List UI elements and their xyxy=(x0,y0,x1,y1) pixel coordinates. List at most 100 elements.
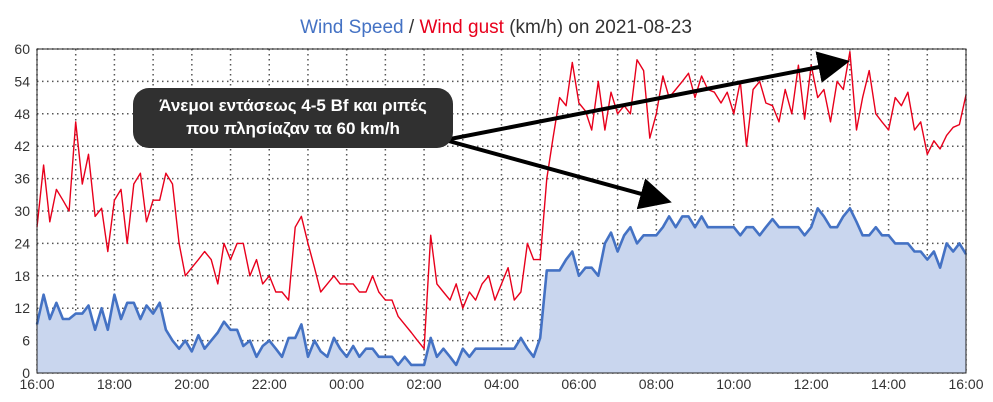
wind-gust-point xyxy=(307,242,309,244)
wind-speed-point xyxy=(926,259,928,261)
wind-gust-point xyxy=(223,242,225,244)
wind-gust-point xyxy=(384,299,386,301)
wind-speed-point xyxy=(681,215,683,217)
wind-speed-point xyxy=(159,302,161,304)
wind-speed-point xyxy=(597,275,599,277)
wind-speed-point xyxy=(752,226,754,228)
wind-speed-point xyxy=(217,331,219,334)
wind-gust-point xyxy=(255,259,257,261)
wind-gust-point xyxy=(300,215,302,217)
wind-speed-point xyxy=(759,234,761,236)
wind-speed-point xyxy=(339,348,341,350)
wind-speed-point xyxy=(500,348,503,350)
y-tick-label: 6 xyxy=(22,333,30,349)
wind-speed-point xyxy=(139,318,141,320)
wind-gust-point xyxy=(87,153,89,155)
wind-speed-point xyxy=(842,215,844,217)
wind-speed-point xyxy=(333,337,335,339)
wind-speed-point xyxy=(62,318,64,320)
wind-speed-point xyxy=(817,207,819,209)
wind-speed-point xyxy=(494,348,496,350)
wind-speed-point xyxy=(133,302,135,304)
wind-gust-point xyxy=(94,215,96,217)
wind-gust-point xyxy=(733,113,735,115)
wind-speed-point xyxy=(300,323,302,325)
wind-gust-point xyxy=(352,283,354,285)
wind-speed-point xyxy=(197,334,200,336)
wind-gust-point xyxy=(501,283,502,285)
wind-speed-point xyxy=(952,250,954,253)
wind-speed-point xyxy=(223,321,225,323)
wind-speed-point xyxy=(610,232,612,234)
wind-speed-point xyxy=(262,345,264,347)
x-tick-label: 22:00 xyxy=(252,376,287,392)
wind-speed-point xyxy=(384,356,386,358)
wind-speed-point xyxy=(126,302,128,304)
wind-gust-point xyxy=(687,72,689,74)
wind-gust-point xyxy=(675,89,677,90)
x-tick-label: 14:00 xyxy=(871,376,906,392)
wind-speed-point xyxy=(352,345,354,347)
annotation-line-1: Άνεμοι εντάσεως 4-5 Bf και ριπές xyxy=(159,96,427,115)
wind-speed-point xyxy=(268,340,270,342)
wind-speed-point xyxy=(745,226,748,228)
wind-speed-point xyxy=(94,329,96,331)
wind-gust-point xyxy=(481,283,483,285)
wind-gust-point xyxy=(281,291,283,293)
wind-speed-point xyxy=(488,348,490,350)
wind-speed-point xyxy=(726,226,728,228)
wind-speed-point xyxy=(49,318,51,320)
wind-speed-point xyxy=(565,259,567,261)
wind-gust-point xyxy=(159,199,161,201)
wind-speed-point xyxy=(617,250,619,253)
wind-gust-point xyxy=(230,259,232,261)
wind-gust-point xyxy=(442,291,444,293)
wind-gust-point xyxy=(533,259,535,261)
x-tick-label: 06:00 xyxy=(561,376,596,392)
y-tick-label: 48 xyxy=(14,106,30,122)
wind-speed-point xyxy=(171,340,174,342)
wind-speed-point xyxy=(184,340,186,342)
wind-speed-point xyxy=(558,269,561,271)
wind-gust-point xyxy=(604,129,606,131)
wind-speed-point xyxy=(113,294,116,296)
wind-gust-point xyxy=(559,97,561,99)
wind-gust-point xyxy=(262,283,264,285)
wind-gust-point xyxy=(914,129,916,131)
wind-speed-point xyxy=(372,348,374,350)
x-tick-label: 18:00 xyxy=(97,376,132,392)
wind-speed-point xyxy=(668,215,670,217)
wind-gust-point xyxy=(855,129,857,131)
wind-gust-point xyxy=(636,59,638,61)
wind-gust-point xyxy=(191,267,193,269)
title-wind-speed: Wind Speed xyxy=(300,17,404,38)
wind-gust-point xyxy=(436,283,438,285)
wind-speed-point xyxy=(920,250,922,253)
wind-gust-point xyxy=(720,102,722,104)
x-tick-label: 12:00 xyxy=(794,376,829,392)
wind-gust-point xyxy=(655,113,657,115)
wind-speed-point xyxy=(701,215,703,217)
wind-gust-point xyxy=(694,97,696,99)
wind-gust-point xyxy=(546,178,548,180)
wind-speed-point xyxy=(687,215,690,217)
wind-speed-point xyxy=(378,356,380,358)
wind-gust-point xyxy=(778,121,780,123)
wind-speed-point xyxy=(739,234,741,236)
wind-speed-point xyxy=(694,226,696,228)
wind-speed-point xyxy=(584,267,587,269)
wind-gust-point xyxy=(236,242,238,244)
wind-speed-point xyxy=(462,348,464,350)
wind-gust-point xyxy=(62,199,64,201)
y-tick-label: 0 xyxy=(22,365,30,381)
wind-gust-point xyxy=(565,105,567,107)
wind-speed-point xyxy=(204,348,206,350)
chart-title: Wind Speed / Wind gust (km/h) on 2021-08… xyxy=(300,17,692,38)
wind-speed-point xyxy=(436,356,438,358)
wind-gust-point xyxy=(204,251,206,252)
wind-gust-point xyxy=(726,91,728,93)
wind-gust-point xyxy=(520,291,522,293)
y-tick-label: 60 xyxy=(14,41,30,57)
wind-gust-point xyxy=(275,291,277,293)
wind-speed-point xyxy=(707,226,709,228)
